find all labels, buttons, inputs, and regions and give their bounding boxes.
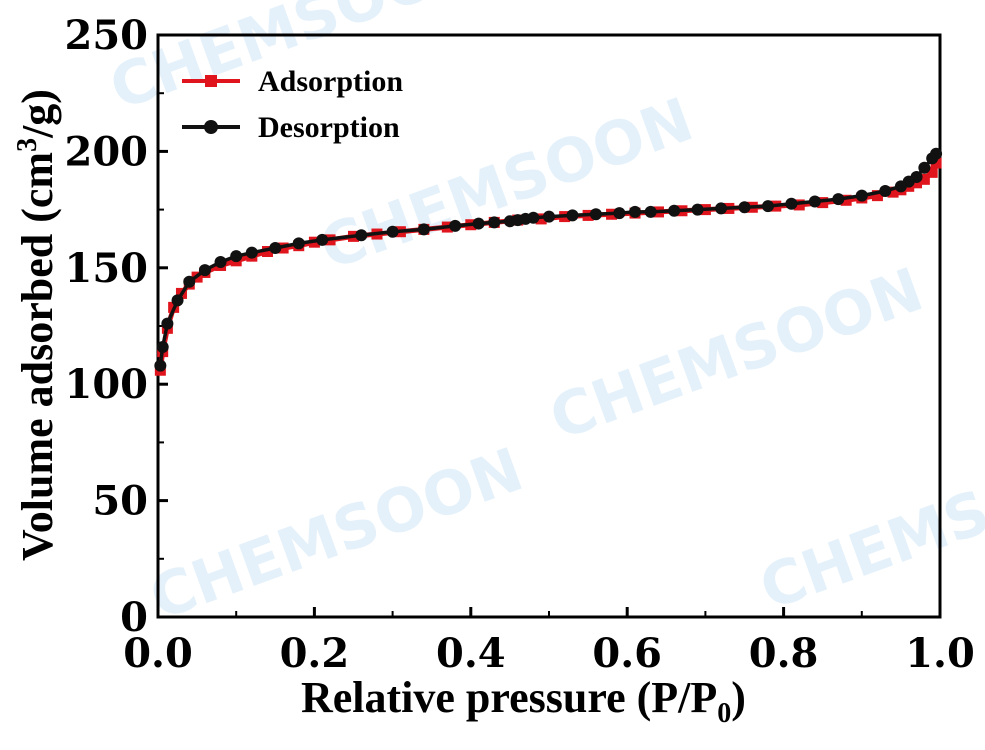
- x-tick-label: 0.0: [123, 630, 193, 677]
- legend-desorption-marker: [204, 120, 218, 134]
- desorption-point: [154, 359, 167, 372]
- desorption-point: [668, 204, 681, 217]
- x-axis-title: Relative pressure (P/P0): [301, 673, 746, 729]
- desorption-point: [417, 223, 430, 236]
- desorption-point: [269, 242, 282, 255]
- adsorption-point: [535, 213, 547, 225]
- adsorption-point: [930, 157, 942, 169]
- desorption-point: [613, 207, 626, 220]
- watermark-text: CHEMSOON: [751, 425, 985, 624]
- legend-adsorption-marker: [205, 75, 217, 87]
- desorption-point: [183, 275, 196, 288]
- y-tick-label: 0: [120, 594, 148, 641]
- adsorption-point: [887, 186, 899, 198]
- desorption-series: [154, 147, 943, 372]
- desorption-point: [785, 197, 798, 210]
- desorption-point: [589, 208, 602, 221]
- legend-desorption-label: Desorption: [258, 111, 400, 144]
- adsorption-point: [261, 246, 273, 258]
- y-tick-label: 250: [65, 12, 149, 59]
- desorption-point: [156, 340, 169, 353]
- desorption-point: [355, 229, 368, 242]
- desorption-point: [855, 189, 868, 202]
- y-tick-label: 100: [65, 361, 149, 408]
- legend-adsorption-label: Adsorption: [258, 65, 403, 98]
- desorption-point: [926, 152, 939, 165]
- x-tick-label: 0.6: [592, 630, 662, 677]
- x-tick-label: 0.2: [280, 630, 350, 677]
- axis-ticks: 0.0 0.2 0.4 0.6 0.8 1.0 0 50 100 150 200 250: [65, 12, 975, 677]
- desorption-point: [644, 205, 657, 218]
- x-tick-label: 1.0: [905, 630, 975, 677]
- adsorption-point: [926, 166, 938, 178]
- x-tick-label: 0.4: [436, 630, 506, 677]
- adsorption-point: [871, 190, 883, 202]
- y-axis-title: Volume adsorbed (cm3/g): [12, 89, 62, 561]
- desorption-point: [894, 180, 907, 193]
- y-tick-label: 150: [65, 245, 149, 292]
- x-tick-label: 0.8: [749, 630, 819, 677]
- desorption-point: [761, 200, 774, 213]
- adsorption-point: [793, 199, 805, 211]
- watermark-text: CHEMSOON: [101, 0, 492, 124]
- desorption-point: [230, 250, 243, 263]
- watermark-text: CHEMSOON: [141, 435, 532, 634]
- desorption-point: [449, 219, 462, 232]
- desorption-point: [198, 264, 211, 277]
- desorption-point: [214, 255, 227, 268]
- desorption-point: [472, 217, 485, 230]
- adsorption-point: [817, 197, 829, 209]
- desorption-point: [171, 294, 184, 307]
- desorption-point: [629, 205, 642, 218]
- desorption-point: [566, 209, 579, 222]
- legend: Adsorption Desorption: [182, 65, 403, 144]
- desorption-point: [292, 237, 305, 250]
- y-tick-label: 50: [92, 478, 148, 525]
- desorption-point: [918, 161, 931, 174]
- watermark-text: CHEMSOON: [541, 255, 932, 454]
- desorption-point: [316, 233, 329, 246]
- desorption-point: [503, 215, 516, 228]
- desorption-point: [386, 225, 399, 238]
- desorption-point: [879, 184, 892, 197]
- desorption-point: [832, 193, 845, 206]
- desorption-point: [488, 216, 501, 229]
- desorption-point: [715, 202, 728, 215]
- adsorption-point: [840, 194, 852, 206]
- desorption-point: [808, 195, 821, 208]
- series-layer: [154, 147, 943, 376]
- desorption-point: [691, 203, 704, 216]
- desorption-point: [543, 210, 555, 223]
- desorption-point: [161, 317, 174, 330]
- desorption-point: [738, 201, 751, 214]
- desorption-point: [245, 246, 258, 259]
- adsorption-point: [918, 173, 930, 185]
- y-tick-label: 200: [65, 128, 149, 175]
